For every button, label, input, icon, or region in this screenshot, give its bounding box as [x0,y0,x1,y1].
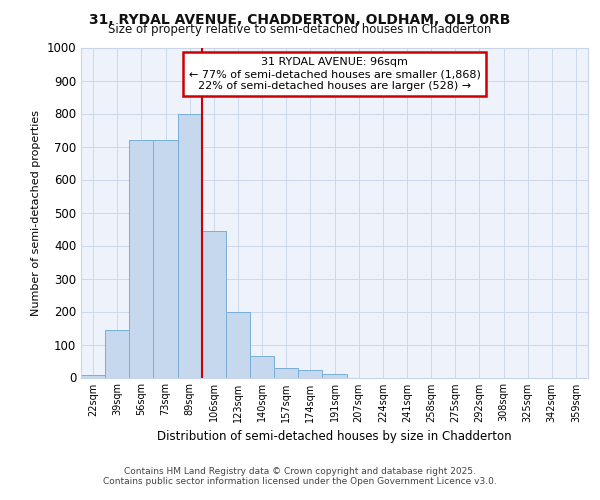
Bar [250,356,274,378]
Bar [226,312,250,378]
Y-axis label: Number of semi-detached properties: Number of semi-detached properties [31,110,41,316]
Bar [105,330,129,378]
Bar [154,140,178,378]
Bar [274,368,298,378]
Bar [178,114,202,378]
Bar [129,140,154,378]
Bar [81,375,105,378]
Text: 31, RYDAL AVENUE, CHADDERTON, OLDHAM, OL9 0RB: 31, RYDAL AVENUE, CHADDERTON, OLDHAM, OL… [89,12,511,26]
Text: Size of property relative to semi-detached houses in Chadderton: Size of property relative to semi-detach… [109,22,491,36]
Bar [202,230,226,378]
Bar [322,374,347,378]
Text: 31 RYDAL AVENUE: 96sqm
← 77% of semi-detached houses are smaller (1,868)
22% of : 31 RYDAL AVENUE: 96sqm ← 77% of semi-det… [188,58,481,90]
Text: Contains public sector information licensed under the Open Government Licence v3: Contains public sector information licen… [103,477,497,486]
Bar [298,370,322,378]
Text: Contains HM Land Registry data © Crown copyright and database right 2025.: Contains HM Land Registry data © Crown c… [124,467,476,476]
X-axis label: Distribution of semi-detached houses by size in Chadderton: Distribution of semi-detached houses by … [157,430,512,443]
